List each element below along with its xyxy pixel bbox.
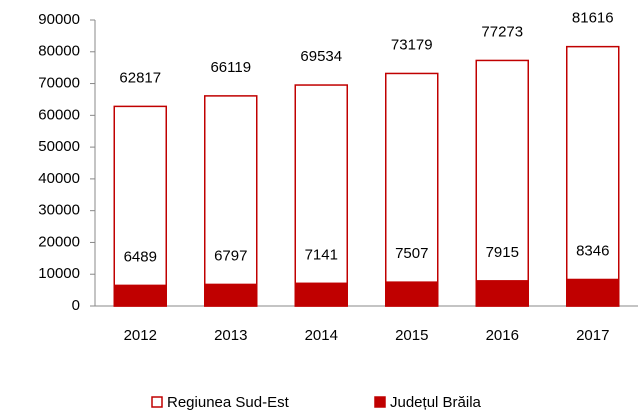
data-label: 7915 <box>486 244 519 261</box>
y-tick-label: 20000 <box>38 233 80 250</box>
x-tick-label: 2017 <box>576 327 609 344</box>
y-tick-label: 90000 <box>38 11 80 28</box>
data-label: 7507 <box>395 245 428 262</box>
data-label: 73179 <box>391 36 433 53</box>
x-tick-label: 2012 <box>124 327 157 344</box>
bar <box>204 283 258 307</box>
bar <box>113 284 167 307</box>
data-label: 6797 <box>214 247 247 264</box>
bar <box>294 84 348 307</box>
bar <box>113 105 167 307</box>
bar <box>385 72 439 307</box>
bar <box>204 95 258 307</box>
y-tick-label: 60000 <box>38 106 80 123</box>
bar <box>385 281 439 307</box>
y-tick-label: 40000 <box>38 170 80 187</box>
legend-label: Regiunea Sud-Est <box>167 394 290 411</box>
bar <box>294 282 348 307</box>
data-label: 6489 <box>124 248 157 265</box>
y-tick-label: 10000 <box>38 265 80 282</box>
data-label: 77273 <box>481 23 523 40</box>
x-tick-label: 2015 <box>395 327 428 344</box>
y-tick-label: 50000 <box>38 138 80 155</box>
data-label: 81616 <box>572 10 614 27</box>
data-label: 62817 <box>119 69 161 86</box>
data-label: 66119 <box>210 59 251 76</box>
data-label: 69534 <box>300 48 342 65</box>
bar <box>566 278 620 307</box>
x-tick-label: 2013 <box>214 327 247 344</box>
legend-label: Județul Brăila <box>390 394 482 411</box>
bar <box>475 280 529 307</box>
data-label: 8346 <box>576 242 609 259</box>
y-tick-label: 70000 <box>38 75 80 92</box>
data-label: 7141 <box>305 246 338 263</box>
y-tick-label: 30000 <box>38 202 80 219</box>
legend-swatch <box>151 396 163 408</box>
y-tick-label: 80000 <box>38 43 80 60</box>
y-tick-label: 0 <box>72 297 80 314</box>
legend-swatch <box>374 396 386 408</box>
bar <box>566 45 620 307</box>
bar <box>475 59 529 307</box>
x-tick-label: 2014 <box>305 327 338 344</box>
x-tick-label: 2016 <box>486 327 519 344</box>
